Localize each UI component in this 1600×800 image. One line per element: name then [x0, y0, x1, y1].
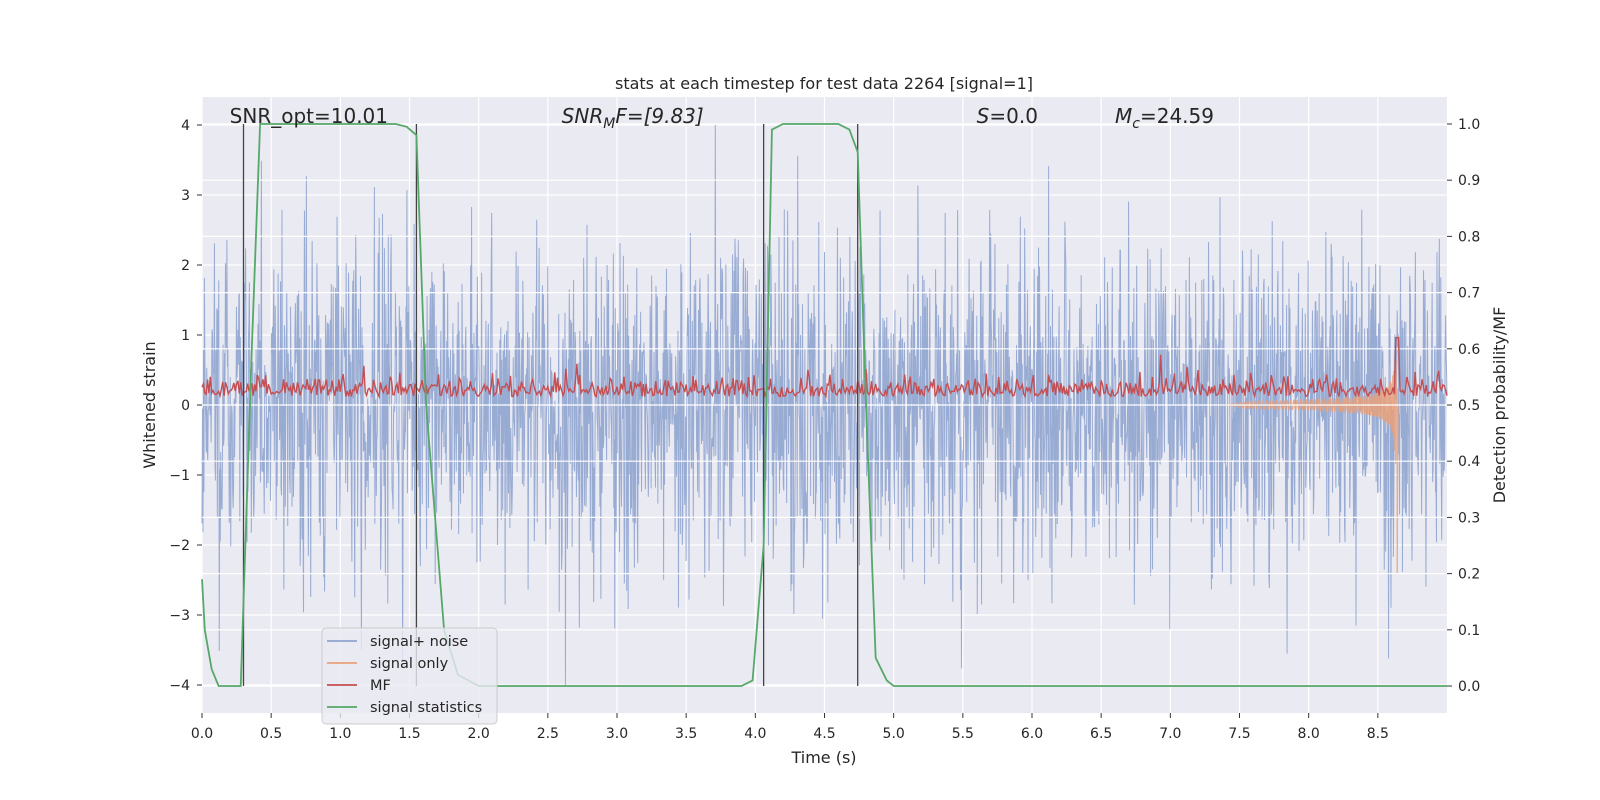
y-right-tick-label: 0.7 [1458, 286, 1480, 302]
y-right-tick-label: 1.0 [1458, 117, 1480, 133]
y-right-tick-label: 0.8 [1458, 229, 1480, 245]
legend-label: signal+ noise [370, 634, 468, 650]
series-signal-only [1225, 359, 1399, 574]
x-tick-label: 0.0 [191, 726, 213, 742]
legend-label: MF [370, 678, 391, 694]
y-right-tick-label: 0.0 [1458, 679, 1480, 695]
x-tick-label: 1.0 [329, 726, 351, 742]
y-left-tick-label: 3 [181, 188, 190, 204]
y-right-tick-label: 0.5 [1458, 398, 1480, 414]
x-tick-label: 3.5 [675, 726, 697, 742]
x-tick-label: 8.5 [1367, 726, 1389, 742]
series-mf [201, 336, 1448, 399]
annotation-s-stat: S=0.0 [977, 104, 1038, 128]
y-left-tick-label: 4 [181, 118, 190, 134]
x-tick-label: 7.0 [1159, 726, 1181, 742]
x-axis-ticks: 0.0 0.5 1.0 1.5 2.0 2.5 3.0 3.5 4.0 4.5 5.0 5.5 6.0 6… [191, 713, 1389, 742]
y-axis-right-label: Detection probability/MF [1490, 307, 1509, 504]
y-left-tick-label: −1 [169, 468, 190, 484]
signal-noise-line [201, 124, 1448, 686]
y-left-tick-label: −3 [169, 608, 190, 624]
y-right-tick-label: 0.6 [1458, 342, 1480, 358]
legend-label: signal statistics [370, 700, 482, 716]
series-signal-noise [201, 124, 1448, 686]
x-tick-label: 5.5 [952, 726, 974, 742]
annotations: SNR_opt=10.01 SNRMF=[9.83] S=0.0 Mc=24.59 [230, 104, 1214, 132]
legend-label: signal only [370, 656, 449, 672]
mf-line [201, 336, 1448, 399]
x-axis-label: Time (s) [790, 748, 856, 767]
y-left-tick-label: 0 [181, 398, 190, 414]
annotation-snr-mf: SNRMF=[9.83] [562, 104, 704, 132]
chart-title: stats at each timestep for test data 226… [615, 74, 1033, 93]
x-tick-label: 5.0 [883, 726, 905, 742]
y-left-tick-label: 1 [181, 328, 190, 344]
y-right-tick-label: 0.2 [1458, 567, 1480, 583]
signal-only-line [1225, 359, 1399, 574]
y-axis-left-label: Whitened strain [140, 341, 159, 468]
x-tick-label: 6.0 [1021, 726, 1043, 742]
x-tick-label: 6.5 [1090, 726, 1112, 742]
y-left-tick-label: −4 [169, 678, 190, 694]
x-tick-label: 7.5 [1228, 726, 1250, 742]
y-right-tick-label: 0.3 [1458, 510, 1480, 526]
y-right-tick-label: 0.1 [1458, 623, 1480, 639]
annotation-chirp-mass: Mc=24.59 [1115, 104, 1214, 132]
x-tick-label: 3.0 [606, 726, 628, 742]
x-tick-label: 8.0 [1298, 726, 1320, 742]
y-right-tick-label: 0.9 [1458, 173, 1480, 189]
y-axis-left-ticks: 4 3 2 1 0 −1 −2 −3 −4 [169, 118, 202, 694]
x-tick-label: 0.5 [260, 726, 282, 742]
x-tick-label: 4.0 [744, 726, 766, 742]
x-tick-label: 4.5 [813, 726, 835, 742]
y-axis-right-ticks: 1.0 0.9 0.8 0.7 0.6 0.5 0.4 0.3 0.2 0.1 0.0 [1447, 117, 1480, 695]
y-right-tick-label: 0.4 [1458, 454, 1480, 470]
y-left-tick-label: 2 [181, 258, 190, 274]
x-tick-label: 2.5 [537, 726, 559, 742]
legend-box [321, 627, 498, 725]
y-left-tick-label: −2 [169, 538, 190, 554]
x-tick-label: 1.5 [398, 726, 420, 742]
x-tick-label: 2.0 [468, 726, 490, 742]
annotation-snr-opt: SNR_opt=10.01 [230, 104, 388, 128]
legend: signal+ noise signal only MF signal statist… [321, 627, 498, 725]
